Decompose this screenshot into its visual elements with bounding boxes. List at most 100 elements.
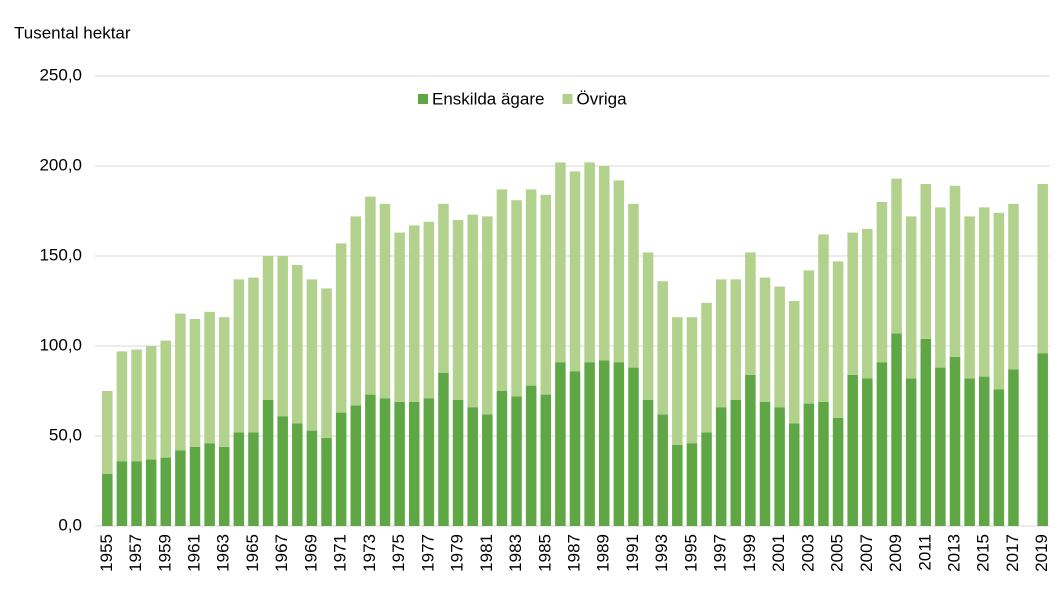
- bar-segment: [730, 279, 742, 400]
- x-tick-label: 1977: [418, 534, 437, 572]
- bar-segment: [189, 446, 201, 526]
- bar-segment: [189, 319, 201, 447]
- bar-segment: [292, 265, 303, 424]
- y-tick-label: 50,0: [49, 425, 82, 444]
- bar-segment: [175, 313, 186, 451]
- x-tick-label: 1989: [594, 534, 613, 572]
- bar-segment: [467, 214, 478, 408]
- bar-segment: [335, 243, 347, 413]
- bar-segment: [233, 432, 245, 526]
- bar-segment: [832, 418, 844, 526]
- bar-segment: [745, 252, 756, 375]
- bar-segment: [598, 166, 610, 361]
- bar-segment: [788, 423, 800, 526]
- bar-segment: [204, 311, 215, 444]
- bar-segment: [949, 356, 961, 526]
- x-tick-label: 1983: [506, 534, 525, 572]
- bar-segment: [964, 378, 975, 526]
- bar-segment: [978, 207, 990, 377]
- bar-segment: [993, 212, 1005, 390]
- bar-segment: [745, 374, 756, 526]
- bar-segment: [920, 338, 932, 526]
- bar-segment: [262, 256, 274, 400]
- legend-label: Enskilda ägare: [432, 89, 544, 108]
- x-tick-label: 1985: [535, 534, 554, 572]
- legend-swatch: [418, 94, 428, 104]
- bar-segment: [935, 207, 946, 368]
- bar-segment: [905, 378, 917, 526]
- bar-segment: [657, 281, 668, 415]
- bar-segment: [438, 203, 449, 373]
- x-tick-label: 2003: [798, 534, 817, 572]
- bar-segment: [131, 461, 142, 526]
- bar-segment: [598, 360, 610, 526]
- x-tick-label: 2013: [944, 534, 963, 572]
- bar-segment: [701, 432, 712, 526]
- bar-segment: [803, 403, 815, 526]
- bar-segment: [321, 437, 332, 526]
- x-tick-label: 1993: [652, 534, 671, 572]
- bar-segment: [350, 405, 362, 526]
- bar-segment: [818, 234, 829, 402]
- bar-segment: [891, 333, 902, 526]
- bar-segment: [438, 373, 449, 526]
- bar-segment: [218, 317, 230, 447]
- bar-segment: [847, 374, 858, 526]
- bar-segment: [613, 362, 625, 526]
- bar-segment: [876, 202, 888, 363]
- bar-segment: [277, 416, 288, 526]
- x-tick-label: 2009: [886, 534, 905, 572]
- y-tick-label: 150,0: [39, 245, 82, 264]
- bar-segment: [496, 189, 508, 391]
- x-tick-label: 2015: [974, 534, 993, 572]
- bar-segment: [920, 184, 932, 339]
- bar-segment: [978, 376, 990, 526]
- bar-segment: [116, 461, 128, 526]
- bar-segment: [657, 414, 668, 526]
- x-tick-label: 1991: [623, 534, 642, 572]
- bar-segment: [379, 203, 391, 399]
- bar-segment: [467, 407, 478, 526]
- bar-segment: [555, 362, 566, 526]
- bar-segment: [116, 351, 128, 462]
- bar-segment: [1008, 369, 1019, 526]
- bar-segment: [408, 225, 420, 402]
- bar-segment: [847, 232, 858, 375]
- x-tick-label: 1969: [301, 534, 320, 572]
- x-tick-label: 1981: [477, 534, 496, 572]
- bar-segment: [292, 423, 303, 526]
- bar-segment: [145, 346, 157, 460]
- bar-segment: [584, 162, 595, 363]
- y-tick-label: 0,0: [58, 515, 82, 534]
- bar-segment: [350, 216, 362, 406]
- bar-segment: [175, 450, 186, 526]
- x-tick-label: 1973: [360, 534, 379, 572]
- x-tick-label: 1971: [331, 534, 350, 572]
- bar-segment: [569, 171, 581, 372]
- x-tick-label: 1975: [389, 534, 408, 572]
- bar-segment: [774, 286, 785, 408]
- bar-segment: [701, 302, 712, 433]
- bar-segment: [759, 401, 771, 526]
- bar-segment: [672, 445, 683, 526]
- bar-segment: [715, 279, 727, 408]
- bar-segment: [204, 443, 215, 526]
- bar-segment: [1037, 184, 1048, 354]
- bar-segment: [949, 185, 961, 357]
- bar-segment: [891, 178, 902, 334]
- bar-segment: [248, 277, 259, 433]
- bar-segment: [788, 301, 800, 424]
- bar-segment: [365, 196, 376, 395]
- bar-segment: [964, 216, 975, 379]
- bar-segment: [525, 189, 537, 386]
- y-tick-label: 100,0: [39, 335, 82, 354]
- bar-segment: [321, 288, 332, 438]
- x-tick-label: 1955: [97, 534, 116, 572]
- x-tick-label: 2007: [857, 534, 876, 572]
- bar-segment: [394, 232, 405, 402]
- x-tick-label: 2017: [1003, 534, 1022, 572]
- bar-segment: [1008, 203, 1019, 370]
- x-tick-label: 1957: [126, 534, 145, 572]
- bar-segment: [540, 394, 552, 526]
